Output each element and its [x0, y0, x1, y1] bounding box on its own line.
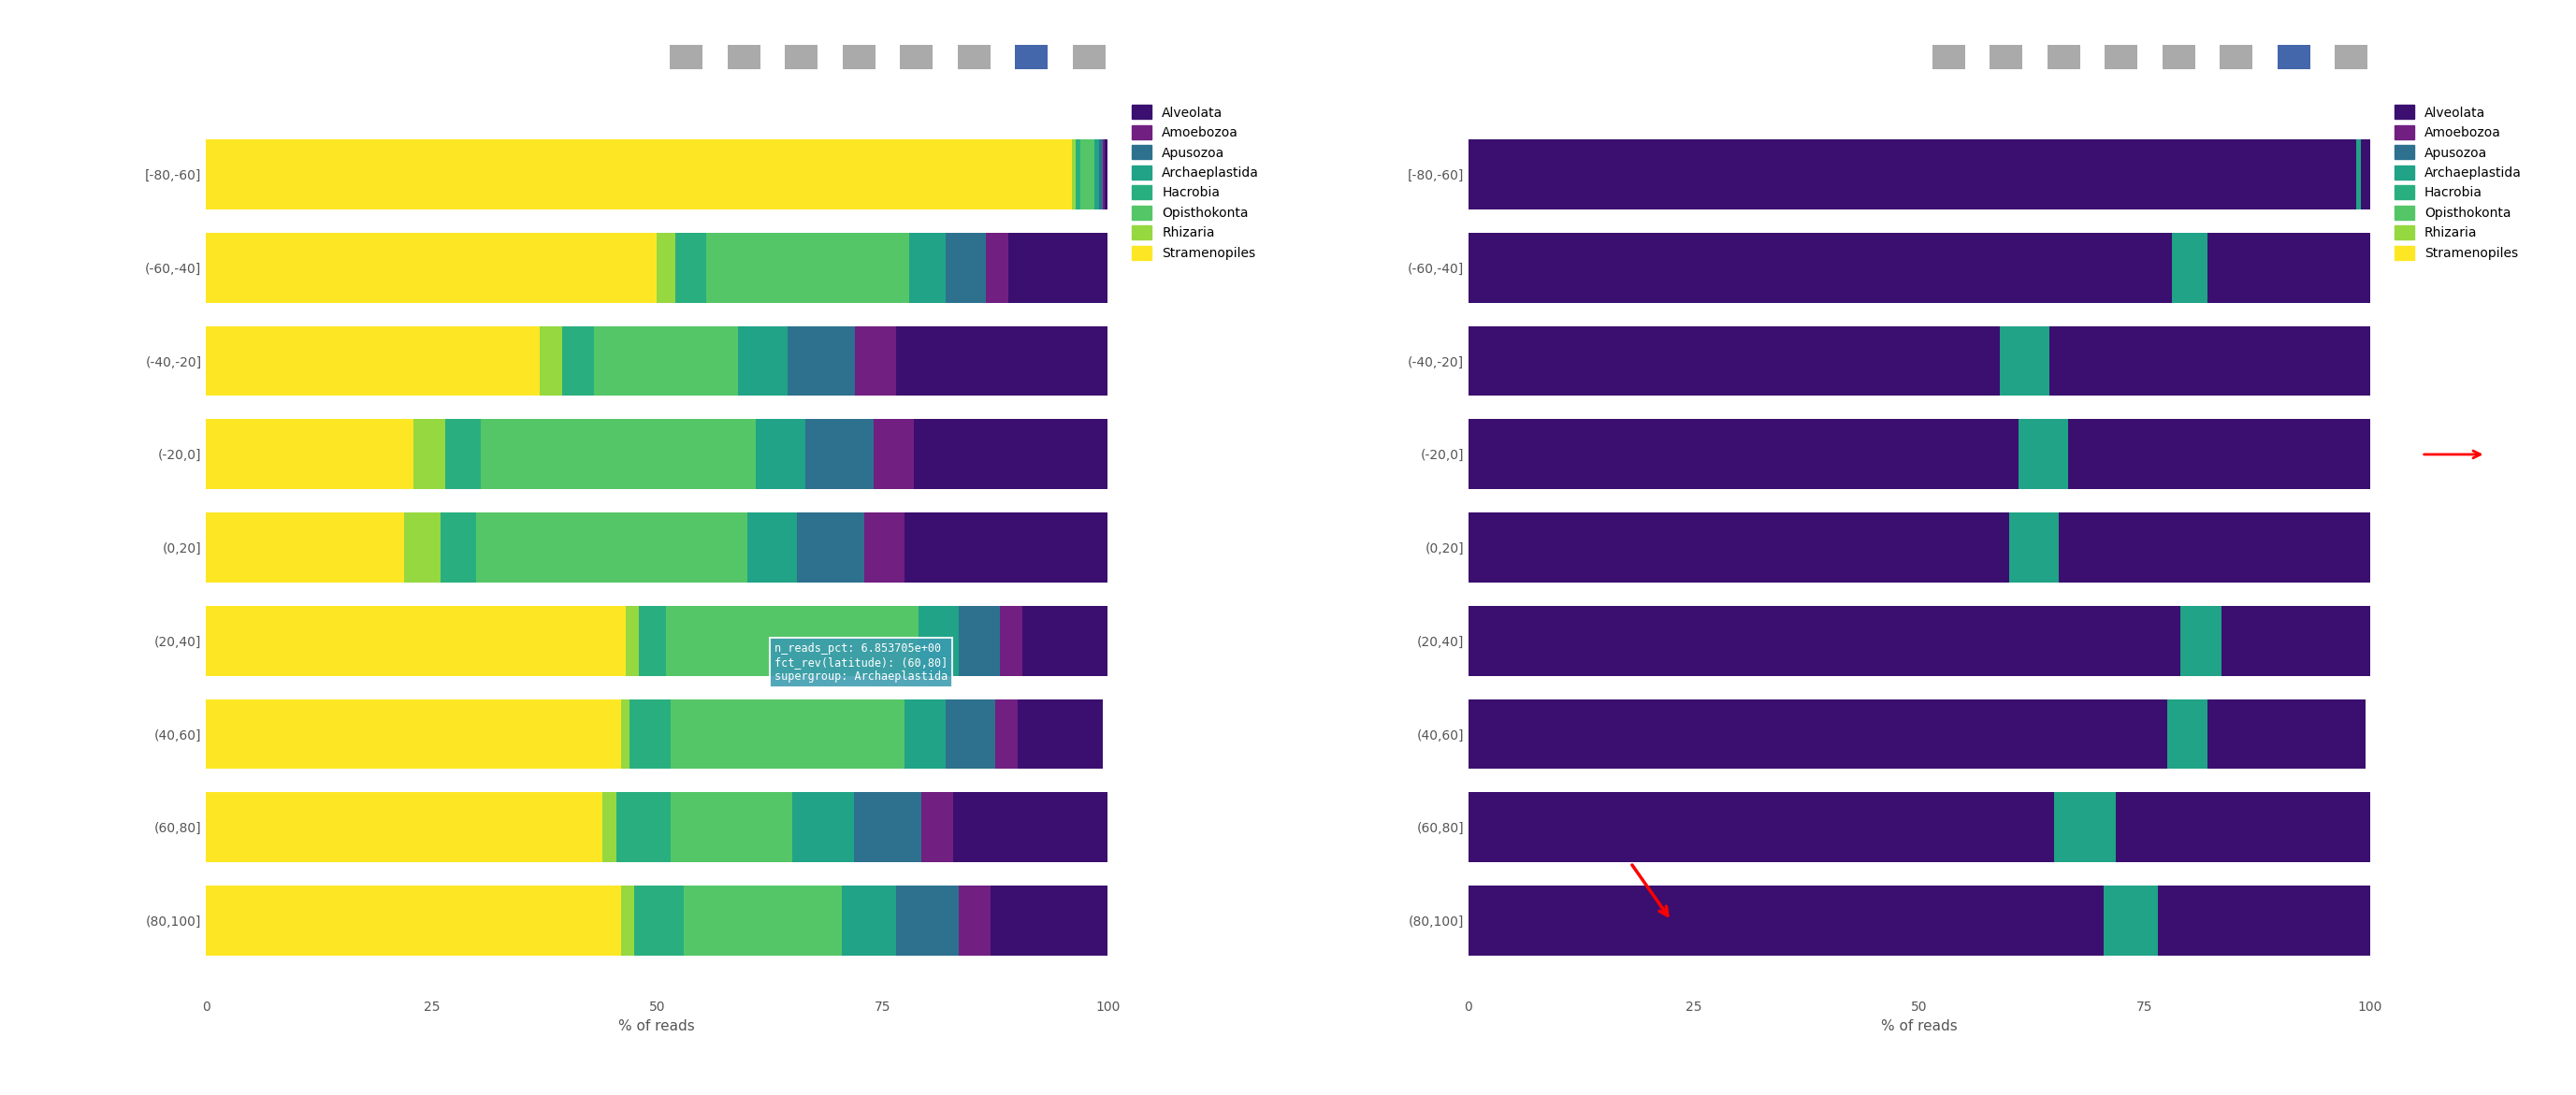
- Bar: [670, 793, 793, 863]
- Bar: [626, 606, 639, 676]
- Bar: [1023, 606, 1108, 676]
- Bar: [1468, 232, 1919, 302]
- Bar: [1667, 512, 1703, 583]
- Bar: [842, 886, 896, 956]
- Bar: [1468, 699, 1883, 769]
- Bar: [1901, 606, 1927, 676]
- Bar: [592, 326, 739, 396]
- Bar: [896, 886, 958, 956]
- Bar: [958, 886, 989, 956]
- Bar: [1989, 45, 2022, 69]
- Bar: [2115, 793, 2184, 863]
- Bar: [415, 419, 446, 489]
- X-axis label: % of reads: % of reads: [618, 1019, 696, 1034]
- Bar: [2179, 606, 2221, 676]
- Bar: [2161, 45, 2195, 69]
- Bar: [866, 512, 904, 583]
- Bar: [1896, 886, 1947, 956]
- Bar: [853, 793, 922, 863]
- Bar: [873, 419, 914, 489]
- Bar: [945, 232, 987, 302]
- Bar: [987, 232, 1010, 302]
- Bar: [2285, 606, 2370, 676]
- Bar: [2159, 326, 2375, 396]
- Bar: [1100, 139, 1103, 209]
- Bar: [945, 699, 994, 769]
- Bar: [922, 793, 953, 863]
- Bar: [2272, 232, 2370, 302]
- Bar: [2177, 419, 2370, 489]
- Bar: [1095, 139, 1100, 209]
- Bar: [2208, 232, 2249, 302]
- Bar: [793, 793, 853, 863]
- Bar: [737, 326, 788, 396]
- Bar: [1927, 606, 2179, 676]
- Bar: [1937, 232, 1968, 302]
- Bar: [806, 419, 873, 489]
- Bar: [2105, 45, 2138, 69]
- Text: n_reads_pct: 6.853705e+00
fct_rev(latitude): (60,80]
supergroup: Archaeplastida: n_reads_pct: 6.853705e+00 fct_rev(latitu…: [773, 643, 948, 683]
- Bar: [477, 512, 747, 583]
- Bar: [206, 419, 415, 489]
- Bar: [2277, 45, 2311, 69]
- Bar: [2280, 699, 2365, 769]
- Bar: [953, 793, 1108, 863]
- Bar: [1744, 419, 2020, 489]
- Bar: [2221, 886, 2251, 956]
- Bar: [1010, 232, 1108, 302]
- Bar: [796, 512, 866, 583]
- Bar: [2339, 139, 2344, 209]
- Bar: [404, 512, 440, 583]
- Bar: [1072, 139, 1077, 209]
- Bar: [206, 699, 621, 769]
- Bar: [541, 326, 562, 396]
- Bar: [999, 606, 1023, 676]
- Bar: [1468, 139, 2334, 209]
- Bar: [914, 419, 1108, 489]
- Bar: [842, 45, 876, 69]
- Bar: [2117, 326, 2159, 396]
- X-axis label: % of reads: % of reads: [1880, 1019, 1958, 1034]
- Bar: [920, 606, 958, 676]
- Bar: [2184, 793, 2215, 863]
- Bar: [1878, 793, 1932, 863]
- Bar: [206, 139, 1072, 209]
- Bar: [562, 326, 592, 396]
- Bar: [667, 606, 920, 676]
- Bar: [2251, 886, 2370, 956]
- Bar: [1468, 606, 1888, 676]
- Bar: [634, 886, 685, 956]
- Bar: [1105, 139, 1108, 209]
- Bar: [757, 419, 806, 489]
- Bar: [1883, 699, 1891, 769]
- Bar: [1739, 512, 2009, 583]
- Bar: [2215, 793, 2370, 863]
- Bar: [2249, 232, 2272, 302]
- Bar: [2221, 45, 2251, 69]
- Bar: [1803, 326, 1824, 396]
- Bar: [958, 45, 989, 69]
- Bar: [1015, 45, 1048, 69]
- Bar: [2069, 419, 2136, 489]
- Bar: [1082, 139, 1095, 209]
- Bar: [446, 419, 482, 489]
- Bar: [621, 886, 634, 956]
- Bar: [855, 326, 896, 396]
- Bar: [670, 699, 904, 769]
- Bar: [786, 45, 817, 69]
- Bar: [2159, 886, 2221, 956]
- Bar: [1468, 886, 1883, 956]
- Bar: [1865, 793, 1878, 863]
- Bar: [1824, 326, 1855, 396]
- Bar: [2048, 45, 2079, 69]
- Bar: [2009, 512, 2058, 583]
- Bar: [1999, 326, 2050, 396]
- Bar: [1708, 419, 1744, 489]
- Bar: [788, 326, 855, 396]
- Bar: [2166, 512, 2370, 583]
- Bar: [1468, 793, 1865, 863]
- Bar: [1891, 699, 1932, 769]
- Bar: [2125, 512, 2166, 583]
- Bar: [904, 512, 1108, 583]
- Bar: [1468, 326, 1803, 396]
